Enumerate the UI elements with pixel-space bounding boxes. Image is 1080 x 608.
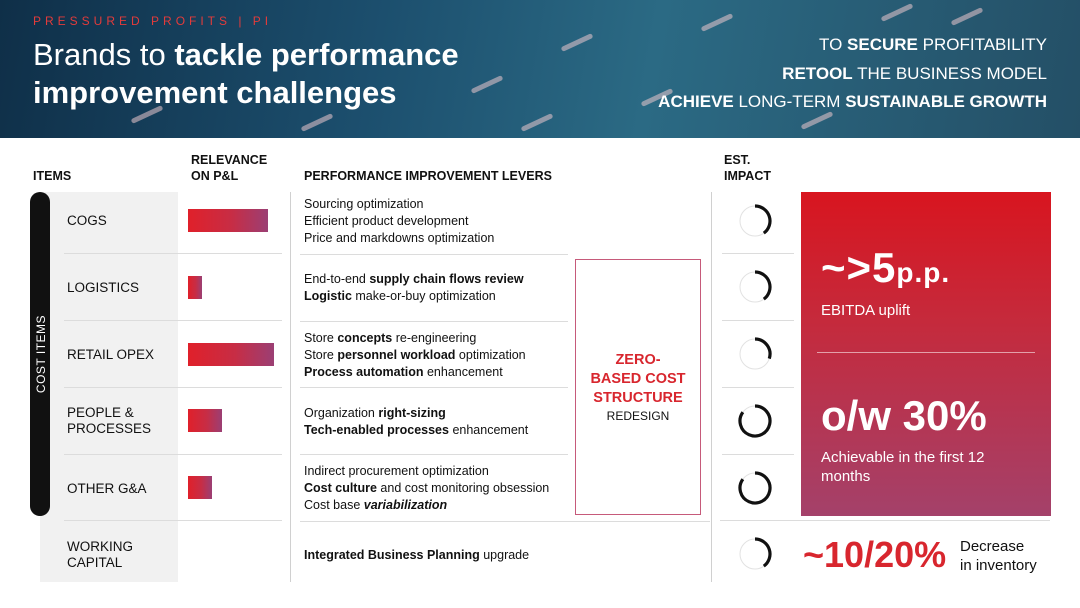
flamingo-decoration: [520, 113, 554, 132]
impact-panel: ~>5p.p. EBITDA uplift o/w 30% Achievable…: [801, 192, 1051, 516]
row-divider: [722, 387, 794, 388]
flamingo-decoration: [880, 3, 914, 22]
item-people-processes: PEOPLE & PROCESSES: [67, 405, 152, 436]
gauge-arc: [754, 270, 772, 301]
levers-working-capital: Integrated Business Planning upgrade: [304, 548, 530, 562]
row-divider: [722, 253, 794, 254]
impact-gauge-icon: [739, 537, 772, 570]
relevance-bar-people-processes: [188, 409, 222, 432]
goals-list: TO SECURE PROFITABILITY RETOOL THE BUSIN…: [658, 31, 1047, 117]
relevance-bar-logistics: [188, 276, 202, 299]
inventory-decrease-label: Decrease in inventory: [960, 538, 1037, 574]
impact-gauge-icon: [738, 471, 772, 505]
impact-divider: [817, 352, 1035, 353]
inventory-decrease-value: ~10/20%: [803, 534, 947, 575]
impact-gauge-icon: [739, 337, 772, 370]
row-divider: [300, 387, 568, 388]
impact-gauge-icon: [739, 204, 772, 237]
row-divider: [300, 454, 568, 455]
flamingo-decoration: [300, 113, 334, 132]
ebitda-uplift-label: EBITDA uplift: [821, 302, 911, 319]
zero-based-cost-box: ZERO- BASED COST STRUCTURE REDESIGN: [575, 259, 701, 515]
row-divider: [722, 454, 794, 455]
levers-cogs: Sourcing optimization Efficient product …: [304, 197, 495, 245]
impact-gauge-icon: [739, 270, 772, 303]
cost-items-bracket: [30, 192, 50, 516]
flamingo-decoration: [950, 7, 984, 26]
column-header-relevance: RELEVANCE ON P&L: [191, 153, 268, 183]
column-header-impact: EST. IMPACT: [724, 153, 771, 183]
item-cogs: COGS: [67, 213, 107, 228]
row-divider: [64, 320, 282, 321]
flamingo-decoration: [470, 75, 504, 94]
gauge-arc: [738, 404, 772, 438]
column-header-levers: PERFORMANCE IMPROVEMENT LEVERS: [304, 169, 552, 183]
goal-3: ACHIEVE LONG-TERM SUSTAINABLE GROWTH: [658, 92, 1047, 111]
section-kicker: PRESSURED PROFITS | PI: [33, 14, 273, 28]
goal-1: TO SECURE PROFITABILITY: [819, 35, 1047, 54]
levers-people-processes: Organization right-sizing Tech-enabled p…: [304, 406, 529, 437]
relevance-bar-other-ga: [188, 476, 212, 499]
row-divider: [300, 254, 568, 255]
page-title: Brands to tackle performance improvement…: [33, 37, 459, 110]
header-banner: PRESSURED PROFITS | PI Brands to tackle …: [0, 0, 1080, 138]
impact-gauge-icon: [738, 404, 772, 438]
levers-other-ga: Indirect procurement optimization Cost c…: [304, 464, 550, 512]
flamingo-decoration: [560, 33, 594, 52]
row-divider: [64, 454, 282, 455]
row-divider: [720, 520, 1050, 521]
item-retail-opex: RETAIL OPEX: [67, 347, 155, 362]
goal-2: RETOOL THE BUSINESS MODEL: [782, 63, 1047, 83]
item-working-capital: WORKING CAPITAL: [67, 539, 133, 570]
levers-retail-opex: Store concepts re-engineering Store pers…: [304, 331, 526, 379]
row-divider: [300, 321, 568, 322]
column-header-items: ITEMS: [33, 169, 72, 183]
column-divider: [711, 192, 712, 582]
item-logistics: LOGISTICS: [67, 280, 140, 295]
flamingo-decoration: [700, 13, 734, 32]
levers-logistics: End-to-end supply chain flows review Log…: [304, 272, 524, 303]
gauge-arc: [754, 337, 772, 360]
gauge-arc: [754, 204, 772, 235]
relevance-bar-retail-opex: [188, 343, 274, 366]
ebitda-uplift-value: ~>5p.p.: [821, 244, 951, 291]
relevance-bar-cogs: [188, 209, 268, 232]
gauge-arc: [738, 471, 772, 505]
row-divider: [64, 520, 282, 521]
first-year-share-label: Achievable in the first 12 months: [821, 449, 985, 485]
item-other-ga: OTHER G&A: [67, 481, 147, 496]
column-divider: [290, 192, 291, 582]
first-year-share-value: o/w 30%: [821, 392, 987, 439]
row-divider: [300, 521, 710, 522]
row-divider: [722, 320, 794, 321]
row-divider: [64, 253, 282, 254]
row-divider: [64, 387, 282, 388]
gauge-arc: [754, 537, 772, 568]
